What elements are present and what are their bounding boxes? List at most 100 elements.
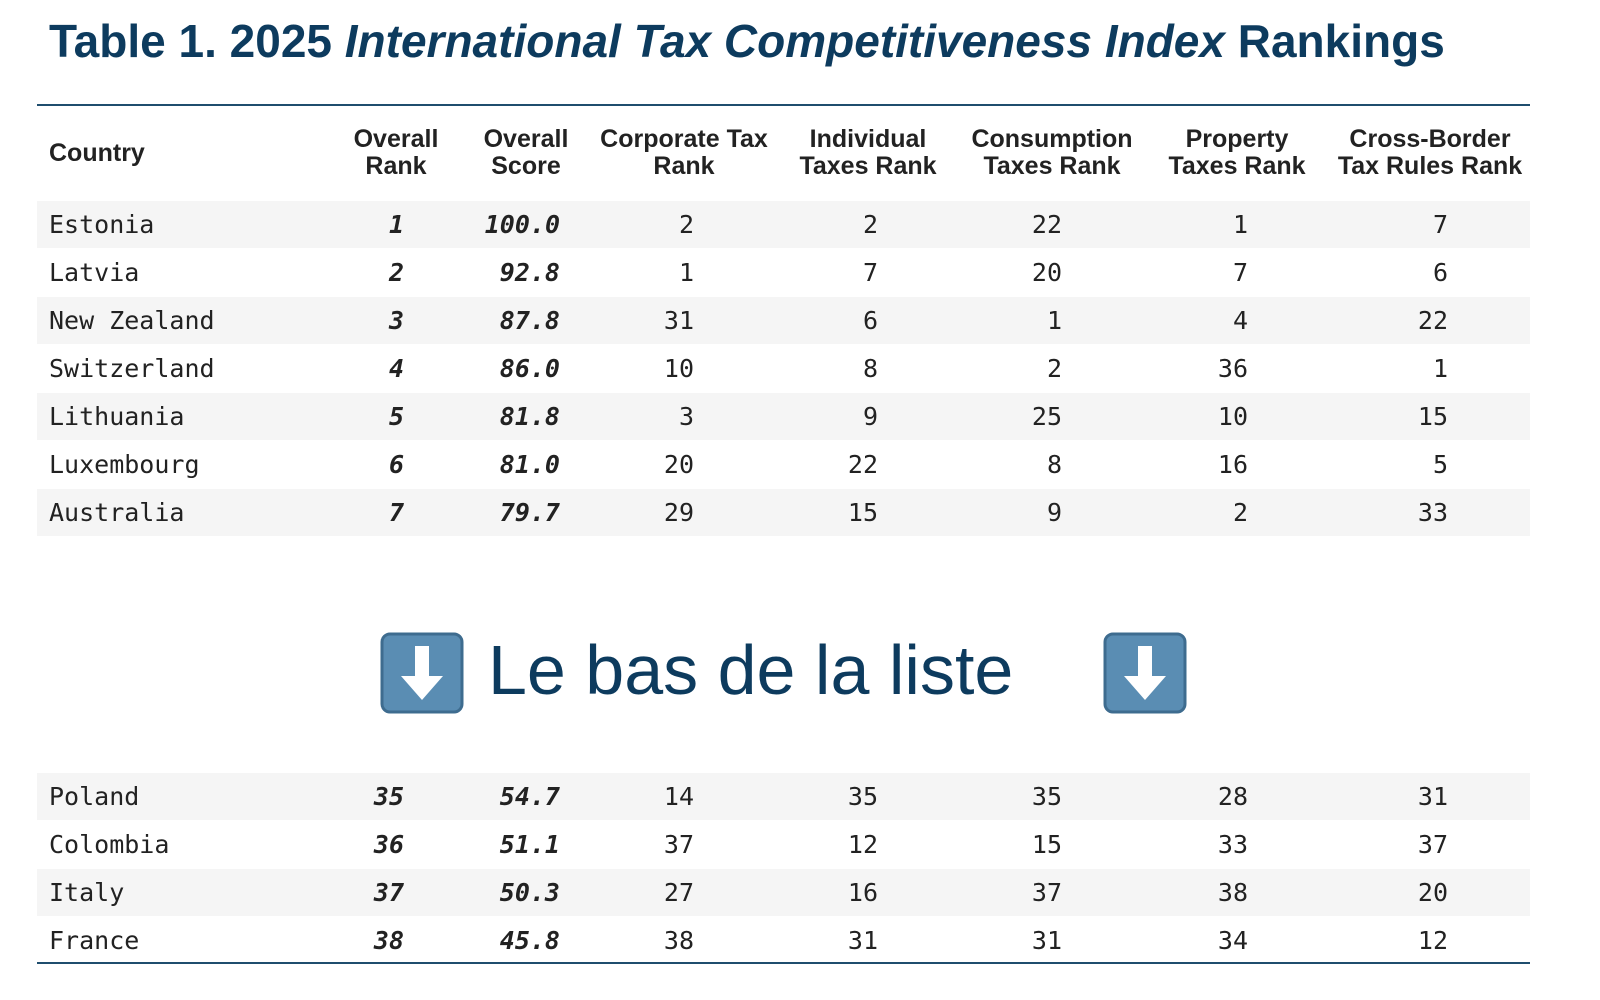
value-cell: 87.8 xyxy=(499,306,560,335)
country-cell: Latvia xyxy=(49,258,140,287)
value-cell: 22 xyxy=(1031,210,1062,239)
header-line: Cross-Border xyxy=(1349,125,1511,153)
value-cell: 4 xyxy=(388,354,404,383)
title-italic: International Tax Competitiveness Index xyxy=(344,15,1225,67)
value-cell: 3 xyxy=(388,306,404,335)
value-cell: 22 xyxy=(847,450,878,479)
value-cell: 9 xyxy=(1046,498,1062,527)
value-cell: 34 xyxy=(1217,926,1248,955)
header-line: Overall xyxy=(483,125,569,153)
title-suffix: Rankings xyxy=(1237,15,1445,67)
value-cell: 7 xyxy=(862,258,878,287)
row-stripe xyxy=(37,773,1530,820)
row-stripe xyxy=(37,297,1530,344)
value-cell: 15 xyxy=(1031,830,1062,859)
value-cell: 7 xyxy=(388,498,404,527)
column-header: Country xyxy=(49,140,145,167)
header-line: Corporate Tax xyxy=(600,125,768,153)
value-cell: 31 xyxy=(847,926,878,955)
value-cell: 45.8 xyxy=(499,926,560,955)
country-cell: France xyxy=(49,926,140,955)
header-line: Taxes Rank xyxy=(799,152,937,180)
value-cell: 50.3 xyxy=(499,878,560,907)
bottom-rule xyxy=(37,962,1530,964)
arrow-icon xyxy=(380,632,464,714)
row-stripe xyxy=(37,201,1530,248)
value-cell: 20 xyxy=(1031,258,1062,287)
value-cell: 16 xyxy=(847,878,878,907)
country-cell: New Zealand xyxy=(49,306,215,335)
value-cell: 37 xyxy=(1031,878,1062,907)
value-cell: 2 xyxy=(1232,498,1248,527)
value-cell: 20 xyxy=(1417,878,1448,907)
header-line: Rank xyxy=(653,152,715,180)
value-cell: 2 xyxy=(678,210,694,239)
value-cell: 6 xyxy=(1432,258,1448,287)
value-cell: 54.7 xyxy=(499,782,560,811)
column-header: Overall Rank xyxy=(296,126,496,180)
value-cell: 37 xyxy=(663,830,694,859)
value-cell: 12 xyxy=(1417,926,1448,955)
value-cell: 3 xyxy=(678,402,694,431)
value-cell: 31 xyxy=(1417,782,1448,811)
header-line: Score xyxy=(491,152,561,180)
column-header: Corporate Tax Rank xyxy=(584,126,784,180)
value-cell: 37 xyxy=(1417,830,1448,859)
header-line: Rank xyxy=(365,152,427,180)
value-cell: 35 xyxy=(847,782,878,811)
value-cell: 5 xyxy=(1432,450,1448,479)
column-header: Consumption Taxes Rank xyxy=(952,126,1152,180)
header-line: Country xyxy=(49,139,145,167)
value-cell: 31 xyxy=(1031,926,1062,955)
row-stripe xyxy=(37,869,1530,916)
value-cell: 9 xyxy=(862,402,878,431)
value-cell: 8 xyxy=(862,354,878,383)
value-cell: 36 xyxy=(373,830,404,859)
value-cell: 1 xyxy=(678,258,694,287)
header-line: Individual xyxy=(809,125,927,153)
value-cell: 22 xyxy=(1417,306,1448,335)
value-cell: 1 xyxy=(1232,210,1248,239)
value-cell: 79.7 xyxy=(499,498,560,527)
value-cell: 81.0 xyxy=(499,450,560,479)
title-prefix: Table 1. 2025 xyxy=(49,15,332,67)
value-cell: 38 xyxy=(373,926,404,955)
value-cell: 5 xyxy=(388,402,404,431)
value-cell: 28 xyxy=(1217,782,1248,811)
value-cell: 4 xyxy=(1232,306,1248,335)
value-cell: 16 xyxy=(1217,450,1248,479)
header-line: Tax Rules Rank xyxy=(1337,152,1523,180)
value-cell: 38 xyxy=(663,926,694,955)
value-cell: 31 xyxy=(663,306,694,335)
value-cell: 7 xyxy=(1232,258,1248,287)
header-line: Property xyxy=(1185,125,1289,153)
value-cell: 20 xyxy=(663,450,694,479)
value-cell: 1 xyxy=(1432,354,1448,383)
value-cell: 1 xyxy=(1046,306,1062,335)
value-cell: 33 xyxy=(1217,830,1248,859)
top-rule xyxy=(37,104,1530,106)
value-cell: 2 xyxy=(862,210,878,239)
country-cell: Italy xyxy=(49,878,125,907)
value-cell: 92.8 xyxy=(499,258,560,287)
column-header: Individual Taxes Rank xyxy=(768,126,968,180)
row-stripe xyxy=(37,489,1530,536)
header-line: Overall xyxy=(353,125,439,153)
divider-text: Le bas de la liste xyxy=(488,631,1014,709)
country-cell: Poland xyxy=(49,782,140,811)
value-cell: 15 xyxy=(847,498,878,527)
value-cell: 14 xyxy=(663,782,694,811)
header-line: Taxes Rank xyxy=(983,152,1121,180)
country-cell: Estonia xyxy=(49,210,155,239)
value-cell: 6 xyxy=(862,306,878,335)
header-line: Consumption xyxy=(971,125,1133,153)
value-cell: 86.0 xyxy=(499,354,560,383)
value-cell: 10 xyxy=(1217,402,1248,431)
value-cell: 10 xyxy=(663,354,694,383)
value-cell: 51.1 xyxy=(499,830,560,859)
country-cell: Luxembourg xyxy=(49,450,200,479)
country-cell: Australia xyxy=(49,498,185,527)
country-cell: Switzerland xyxy=(49,354,215,383)
value-cell: 6 xyxy=(388,450,404,479)
